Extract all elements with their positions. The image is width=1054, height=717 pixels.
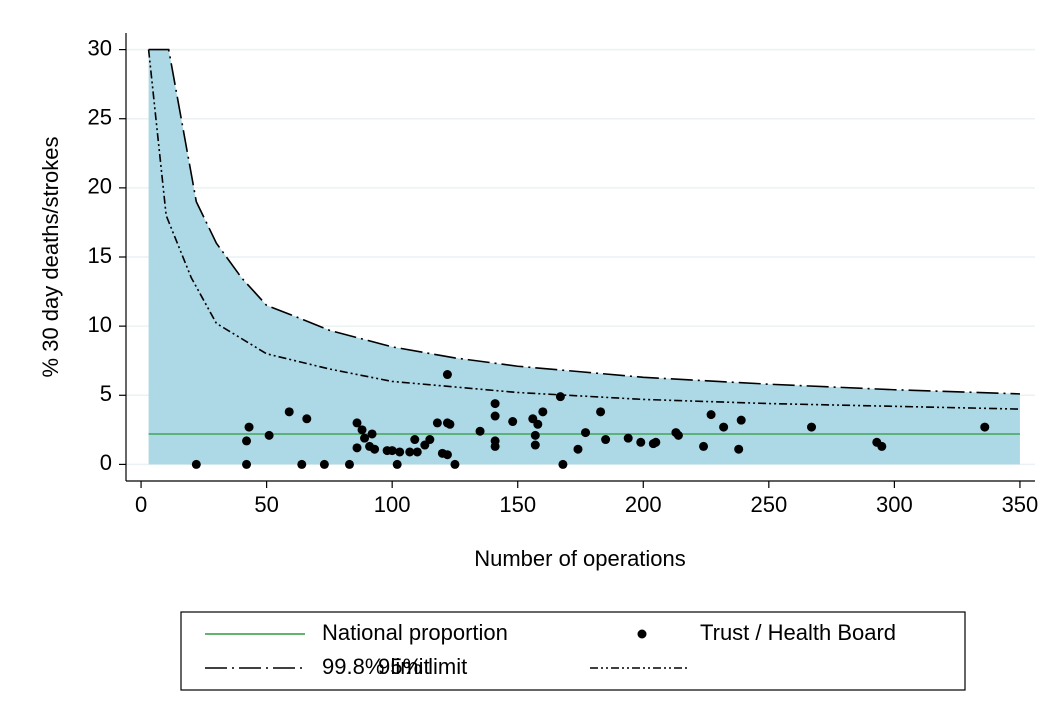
data-point — [538, 407, 548, 417]
data-point — [558, 459, 568, 469]
data-point — [555, 392, 565, 402]
data-point — [297, 459, 307, 469]
data-point — [596, 407, 606, 417]
legend-label: National proportion — [322, 620, 508, 645]
data-point — [490, 399, 500, 409]
data-point — [319, 459, 329, 469]
x-tick-label: 100 — [374, 492, 411, 517]
y-tick-label: 5 — [100, 381, 112, 406]
data-point — [405, 447, 415, 457]
data-point — [370, 444, 380, 454]
data-point — [425, 435, 435, 445]
data-point — [699, 441, 709, 451]
data-point — [533, 419, 543, 429]
data-point — [490, 411, 500, 421]
legend-label: 99.8% limit — [322, 654, 430, 679]
data-point — [412, 447, 422, 457]
data-point — [242, 459, 252, 469]
data-point — [530, 430, 540, 440]
y-axis-label: % 30 day deaths/strokes — [38, 137, 63, 378]
y-tick-label: 15 — [88, 243, 112, 268]
limit-line — [148, 48, 1020, 395]
legend-label: Trust / Health Board — [700, 620, 896, 645]
data-point — [284, 407, 294, 417]
data-point — [367, 429, 377, 439]
data-point — [410, 435, 420, 445]
data-point — [807, 422, 817, 432]
data-point — [442, 370, 452, 380]
data-point — [242, 436, 252, 446]
data-point — [352, 418, 362, 428]
x-tick-label: 300 — [876, 492, 913, 517]
data-point — [264, 430, 274, 440]
data-point — [636, 437, 646, 447]
data-point — [387, 446, 397, 456]
data-point — [352, 443, 362, 453]
y-tick-label: 25 — [88, 105, 112, 130]
data-point — [623, 433, 633, 443]
x-axis-label: Number of operations — [474, 546, 686, 571]
legend-box — [180, 611, 966, 691]
data-point — [508, 417, 518, 427]
data-point — [344, 459, 354, 469]
data-point — [573, 444, 583, 454]
data-point — [706, 410, 716, 420]
data-point — [877, 441, 887, 451]
data-point — [980, 422, 990, 432]
data-point — [244, 422, 254, 432]
y-tick-label: 10 — [88, 312, 112, 337]
data-point — [357, 425, 367, 435]
data-point — [392, 459, 402, 469]
y-tick-label: 30 — [88, 35, 112, 60]
y-tick-label: 20 — [88, 174, 112, 199]
data-point — [601, 435, 611, 445]
data-point — [395, 447, 405, 457]
data-point — [736, 415, 746, 425]
x-tick-label: 350 — [1002, 492, 1039, 517]
x-tick-label: 0 — [135, 492, 147, 517]
data-point — [673, 430, 683, 440]
x-tick-label: 50 — [254, 492, 278, 517]
data-point — [360, 433, 370, 443]
data-point — [445, 419, 455, 429]
data-point — [475, 426, 485, 436]
data-point — [581, 428, 591, 438]
data-point — [719, 422, 729, 432]
x-tick-label: 150 — [499, 492, 536, 517]
data-point — [530, 440, 540, 450]
data-point — [450, 459, 460, 469]
data-point — [191, 459, 201, 469]
data-point — [651, 437, 661, 447]
data-point — [302, 414, 312, 424]
legend-label: 95% limit — [378, 654, 467, 679]
limit-line — [147, 49, 1020, 410]
x-tick-label: 250 — [750, 492, 787, 517]
shaded-area — [148, 49, 1020, 465]
x-tick-label: 200 — [625, 492, 662, 517]
legend-symbol — [637, 629, 647, 639]
y-tick-label: 0 — [100, 450, 112, 475]
data-point — [442, 450, 452, 460]
data-point — [490, 441, 500, 451]
data-point — [432, 418, 442, 428]
data-point — [734, 444, 744, 454]
